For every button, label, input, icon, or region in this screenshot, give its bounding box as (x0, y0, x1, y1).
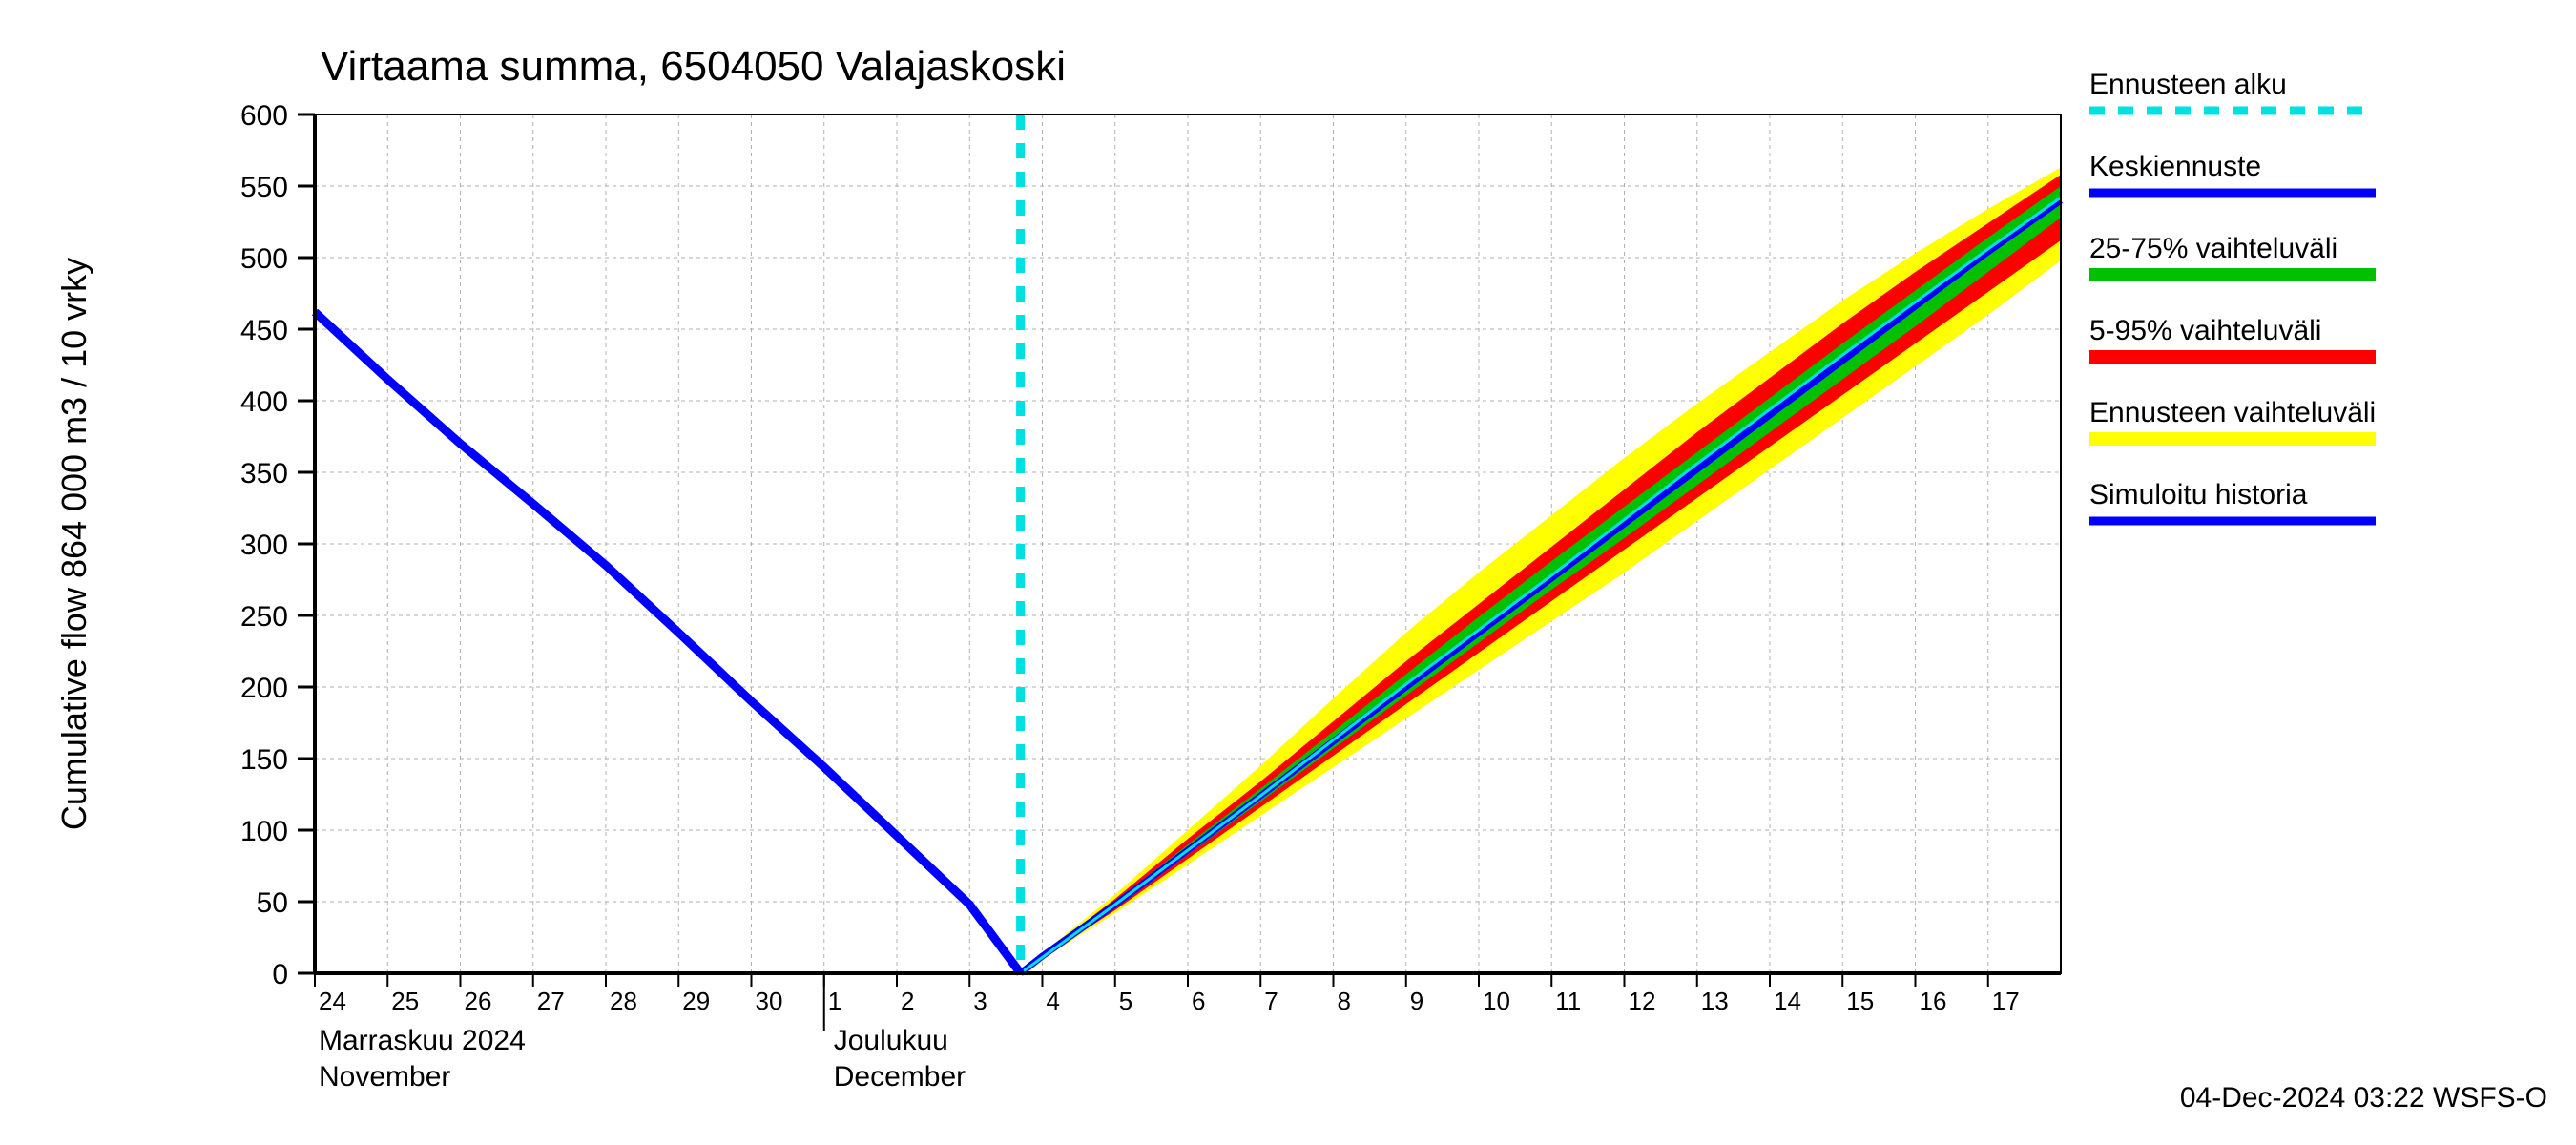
x-tick-label: 30 (756, 987, 783, 1015)
chart-svg: 0501001502002503003504004505005506002425… (0, 0, 2576, 1145)
x-tick-label: 7 (1264, 987, 1278, 1015)
month2-fi: Joulukuu (834, 1025, 948, 1056)
legend-label: Keskiennuste (2089, 151, 2261, 182)
x-tick-label: 29 (682, 987, 710, 1015)
x-tick-label: 9 (1410, 987, 1423, 1015)
y-axis-title: Cumulative flow 864 000 m3 / 10 vrky (54, 258, 93, 830)
chart-title: Virtaama summa, 6504050 Valajaskoski (321, 43, 1066, 90)
x-tick-label: 10 (1483, 987, 1510, 1015)
y-tick-label: 600 (240, 100, 288, 132)
y-tick-label: 250 (240, 601, 288, 633)
y-tick-label: 300 (240, 530, 288, 561)
x-tick-label: 11 (1555, 987, 1581, 1015)
legend-label: 25-75% vaihteluväli (2089, 233, 2337, 264)
x-tick-label: 24 (319, 987, 346, 1015)
x-tick-label: 8 (1338, 987, 1351, 1015)
y-tick-label: 450 (240, 315, 288, 346)
month1-en: November (319, 1061, 450, 1093)
chart-container: 0501001502002503003504004505005506002425… (0, 0, 2576, 1145)
x-tick-label: 4 (1047, 987, 1060, 1015)
y-tick-label: 550 (240, 172, 288, 203)
x-tick-label: 15 (1846, 987, 1874, 1015)
legend-label: 5-95% vaihteluväli (2089, 315, 2321, 346)
x-tick-label: 5 (1119, 987, 1132, 1015)
x-tick-label: 3 (973, 987, 987, 1015)
x-tick-label: 6 (1192, 987, 1205, 1015)
x-tick-label: 1 (828, 987, 841, 1015)
month2-en: December (834, 1061, 966, 1093)
y-tick-label: 100 (240, 816, 288, 847)
legend-label: Ennusteen alku (2089, 69, 2287, 100)
y-tick-label: 500 (240, 243, 288, 275)
y-tick-label: 0 (272, 959, 288, 990)
x-tick-label: 28 (610, 987, 637, 1015)
month1-fi: Marraskuu 2024 (319, 1025, 526, 1056)
y-tick-label: 400 (240, 386, 288, 418)
x-tick-label: 25 (391, 987, 419, 1015)
x-tick-label: 16 (1920, 987, 1947, 1015)
x-tick-label: 13 (1701, 987, 1729, 1015)
x-tick-label: 26 (465, 987, 492, 1015)
footer-timestamp: 04-Dec-2024 03:22 WSFS-O (2180, 1082, 2547, 1114)
y-tick-label: 150 (240, 744, 288, 776)
y-tick-label: 350 (240, 458, 288, 489)
y-tick-label: 200 (240, 673, 288, 704)
x-tick-label: 27 (537, 987, 565, 1015)
x-tick-label: 17 (1992, 987, 2020, 1015)
y-tick-label: 50 (257, 887, 288, 919)
legend-label: Ennusteen vaihteluväli (2089, 397, 2376, 428)
x-tick-label: 12 (1629, 987, 1656, 1015)
x-tick-label: 14 (1774, 987, 1801, 1015)
legend-label: Simuloitu historia (2089, 479, 2308, 510)
x-tick-label: 2 (901, 987, 914, 1015)
